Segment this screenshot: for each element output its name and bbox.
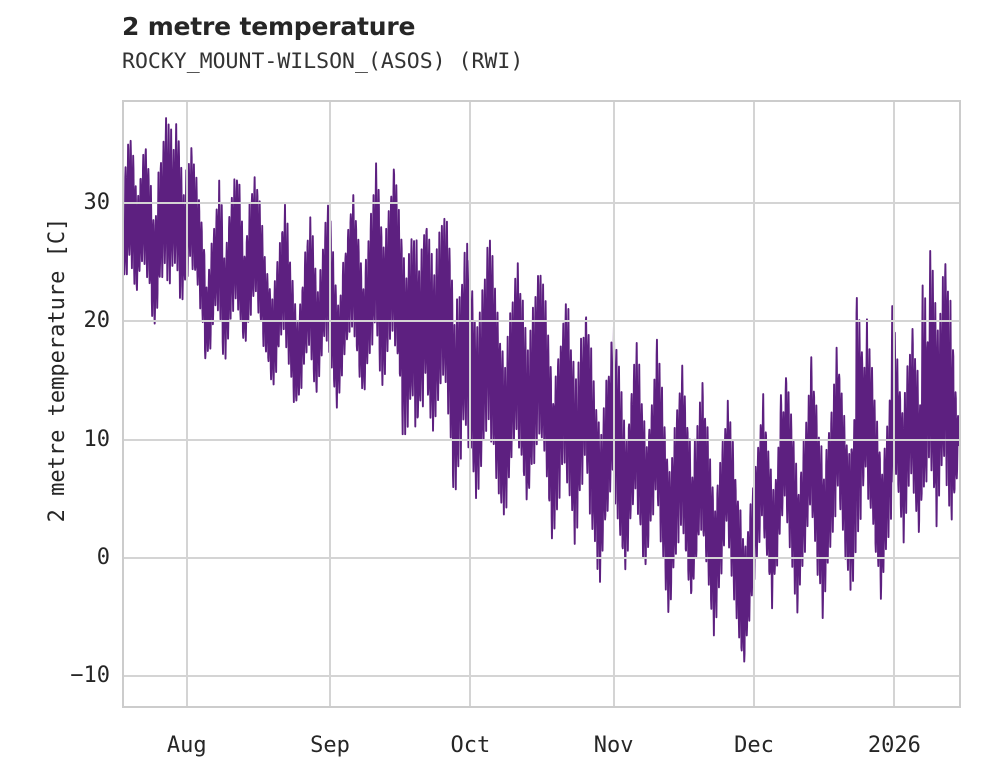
gridline-vertical xyxy=(469,102,471,706)
gridline-vertical xyxy=(186,102,188,706)
gridline-vertical xyxy=(893,102,895,706)
gridline-vertical xyxy=(613,102,615,706)
x-axis-tick-label: Oct xyxy=(450,733,491,758)
y-axis-tick-label: 30 xyxy=(83,189,111,215)
x-axis-tick-label: Sep xyxy=(310,733,350,758)
gridline-horizontal xyxy=(124,675,959,678)
gridline-vertical xyxy=(329,102,331,706)
plot-inner xyxy=(124,102,959,706)
y-axis-tick-label: −10 xyxy=(70,663,110,689)
gridline-horizontal xyxy=(124,556,959,559)
plot-area xyxy=(122,100,961,708)
gridline-horizontal xyxy=(124,201,959,204)
gridline-horizontal xyxy=(124,438,959,441)
y-axis-tick-label: 20 xyxy=(83,308,111,334)
chart-subtitle: ROCKY_MOUNT-WILSON_(ASOS) (RWI) xyxy=(122,49,524,74)
series-line xyxy=(124,118,959,661)
title-block: 2 metre temperature ROCKY_MOUNT-WILSON_(… xyxy=(122,12,962,77)
x-axis-tick-label: Nov xyxy=(593,733,634,758)
page-title: 2 metre temperature xyxy=(122,12,416,41)
temperature-series xyxy=(124,102,959,706)
x-axis-tick-label: Dec xyxy=(734,733,774,758)
x-axis-tick-label: Aug xyxy=(166,733,207,758)
y-axis-tick-label: 10 xyxy=(83,426,111,452)
gridline-horizontal xyxy=(124,320,959,323)
x-axis-tick-label: 2026 xyxy=(867,733,921,758)
y-axis-tick-labels: −10 0 10 20 30 xyxy=(0,0,122,782)
y-axis-tick-label: 0 xyxy=(96,544,110,570)
gridline-vertical xyxy=(753,102,755,706)
